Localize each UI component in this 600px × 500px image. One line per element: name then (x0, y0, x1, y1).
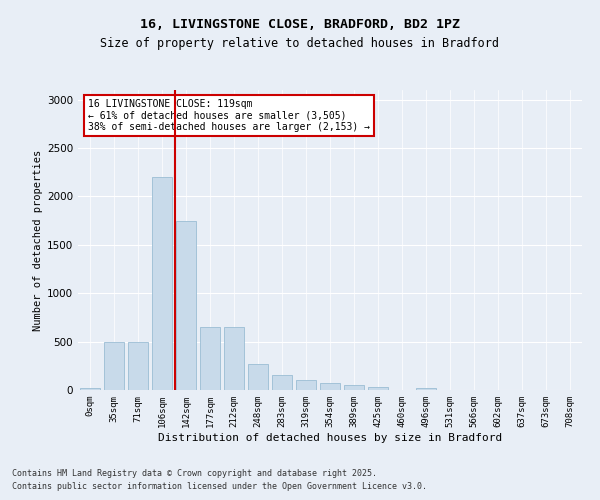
Bar (176, 220, 196, 390)
Bar (248, 364, 268, 390)
Bar (104, 342, 124, 390)
Text: Contains public sector information licensed under the Open Government Licence v3: Contains public sector information licen… (12, 482, 427, 491)
Bar (368, 387, 388, 390)
Text: Size of property relative to detached houses in Bradford: Size of property relative to detached ho… (101, 38, 499, 51)
Bar (80, 388, 100, 390)
Text: 16 LIVINGSTONE CLOSE: 119sqm
← 61% of detached houses are smaller (3,505)
38% of: 16 LIVINGSTONE CLOSE: 119sqm ← 61% of de… (88, 99, 370, 132)
Text: Contains HM Land Registry data © Crown copyright and database right 2025.: Contains HM Land Registry data © Crown c… (12, 468, 377, 477)
Bar (128, 342, 148, 390)
Bar (152, 177, 172, 390)
Bar (416, 388, 436, 390)
Bar (296, 380, 316, 390)
Bar (272, 374, 292, 390)
Text: 16, LIVINGSTONE CLOSE, BRADFORD, BD2 1PZ: 16, LIVINGSTONE CLOSE, BRADFORD, BD2 1PZ (140, 18, 460, 30)
Bar (344, 385, 364, 390)
X-axis label: Distribution of detached houses by size in Bradford: Distribution of detached houses by size … (158, 432, 502, 442)
Bar (200, 327, 220, 390)
Bar (224, 327, 244, 390)
Bar (320, 383, 340, 390)
Y-axis label: Number of detached properties: Number of detached properties (33, 150, 43, 330)
